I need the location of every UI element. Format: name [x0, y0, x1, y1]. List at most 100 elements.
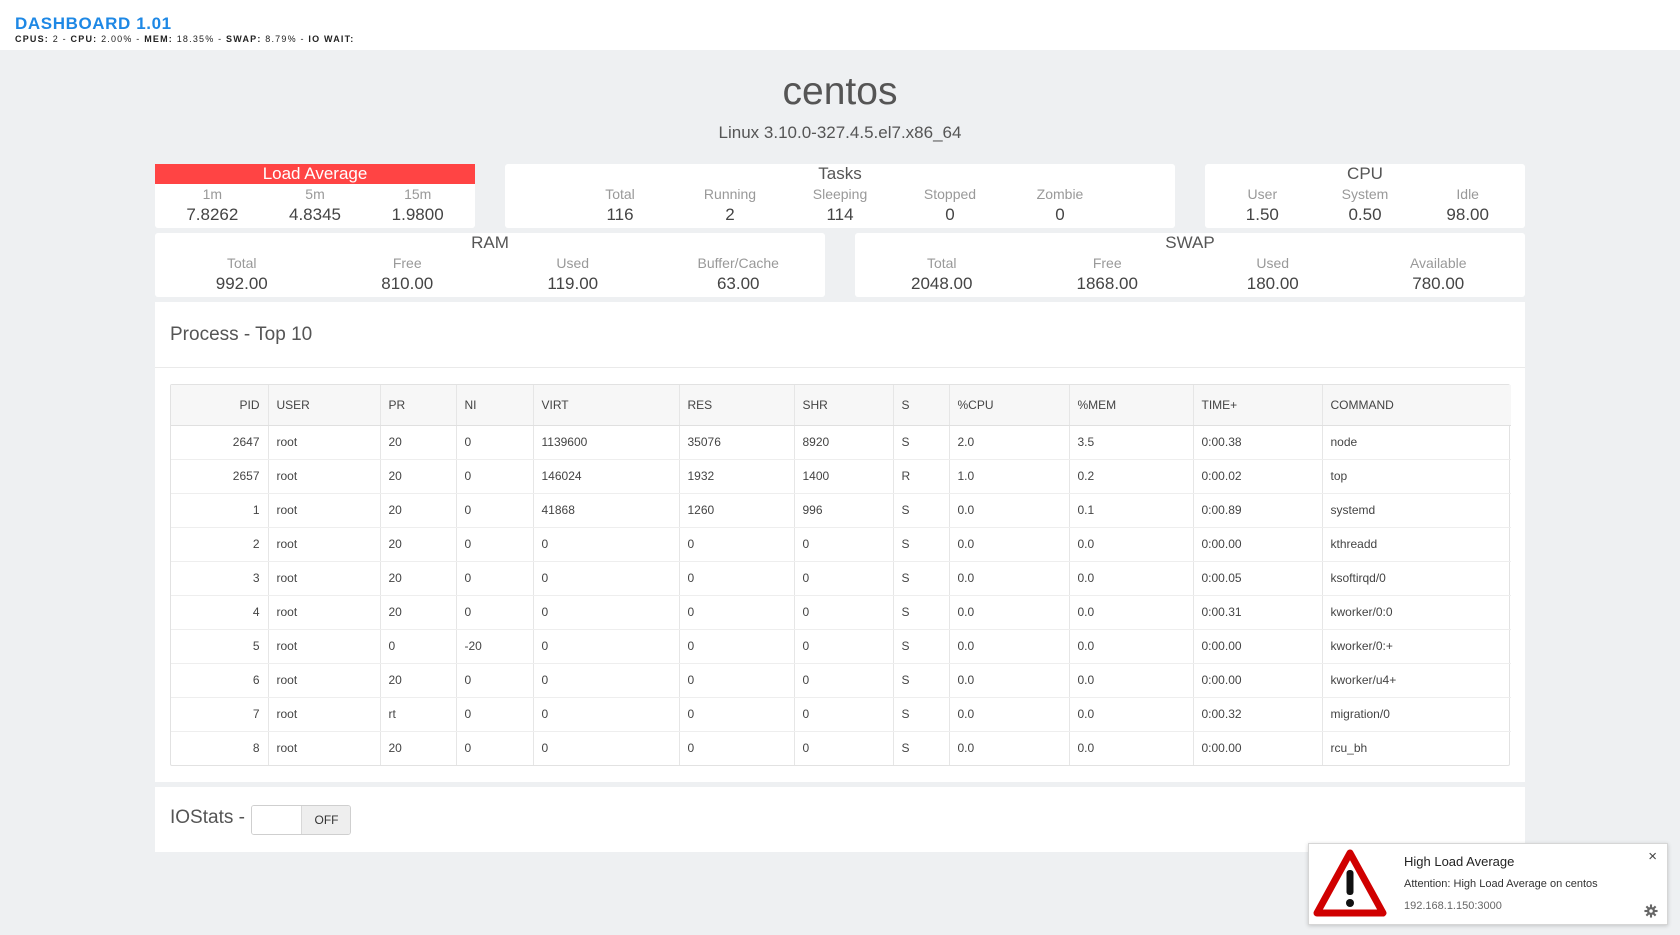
- table-cell: 20: [380, 595, 457, 630]
- table-cell: 0.0: [949, 595, 1070, 630]
- column-header-time[interactable]: TIME+: [1193, 385, 1323, 426]
- swap-value: 8.79%: [265, 34, 297, 44]
- table-cell: 20: [380, 425, 457, 460]
- table-cell: S: [893, 731, 950, 765]
- table-cell: 0: [456, 663, 534, 698]
- table-cell: 0.0: [1069, 731, 1194, 765]
- table-cell: R: [893, 459, 950, 494]
- column-header-shr[interactable]: SHR: [794, 385, 894, 426]
- close-icon[interactable]: ×: [1648, 848, 1657, 865]
- column-header-virt[interactable]: VIRT: [533, 385, 680, 426]
- dashboard-title[interactable]: DASHBOARD 1.01: [15, 14, 172, 33]
- table-cell: 3.5: [1069, 425, 1194, 460]
- table-cell: 0: [456, 493, 534, 528]
- column-header-ni[interactable]: NI: [456, 385, 534, 426]
- toggle-state-label: OFF: [302, 806, 350, 834]
- table-cell: 2: [171, 527, 269, 562]
- table-cell: 0.0: [949, 561, 1070, 596]
- table-cell: root: [268, 731, 381, 765]
- table-cell: 20: [380, 731, 457, 765]
- ram-free: Free 810.00: [381, 255, 434, 293]
- swap-title: SWAP: [1165, 233, 1215, 252]
- table-cell: S: [893, 663, 950, 698]
- table-cell: 0: [794, 663, 894, 698]
- table-cell: 0: [533, 595, 680, 630]
- table-cell: 0: [456, 527, 534, 562]
- iostats-toggle[interactable]: OFF: [251, 805, 351, 835]
- cpu-idle: Idle 98.00: [1446, 186, 1489, 224]
- table-cell: 0: [533, 731, 680, 765]
- table-cell: 0: [533, 663, 680, 698]
- warning-triangle-icon: [1313, 849, 1387, 917]
- ram-buffer-cache: Buffer/Cache 63.00: [697, 255, 779, 293]
- table-cell: 0:00.00: [1193, 629, 1323, 664]
- iostats-title: IOStats -: [170, 807, 245, 828]
- table-cell: 0:00.32: [1193, 697, 1323, 732]
- table-cell: 0.2: [1069, 459, 1194, 494]
- table-cell: 20: [380, 493, 457, 528]
- cpu-title: CPU: [1347, 164, 1383, 183]
- table-cell: 0.0: [1069, 629, 1194, 664]
- table-cell: 0:00.00: [1193, 527, 1323, 562]
- table-cell: 0.0: [949, 731, 1070, 765]
- swap-used: Used 180.00: [1246, 255, 1299, 293]
- table-cell: 0.0: [949, 663, 1070, 698]
- table-cell: 4: [171, 595, 269, 630]
- column-header-s[interactable]: S: [893, 385, 950, 426]
- table-cell: 0: [380, 629, 457, 664]
- toggle-knob[interactable]: [252, 806, 302, 834]
- table-cell: S: [893, 629, 950, 664]
- table-cell: rcu_bh: [1330, 741, 1368, 756]
- table-cell: 0: [533, 527, 680, 562]
- tasks-zombie: Zombie 0: [1036, 186, 1084, 224]
- column-header-user[interactable]: USER: [268, 385, 381, 426]
- load-average-title: Load Average: [155, 164, 475, 184]
- table-cell: 0.0: [949, 527, 1070, 562]
- column-header-res[interactable]: RES: [679, 385, 795, 426]
- notification-source: 192.168.1.150:3000: [1404, 900, 1502, 912]
- table-cell: 0: [794, 629, 894, 664]
- table-cell: 0: [794, 697, 894, 732]
- cpu-user: User 1.50: [1245, 186, 1279, 224]
- table-row: 4 root 20 0 0 0 0 S 0.0 0.0 0:00.31 kworker/0:0: [171, 595, 1511, 630]
- gear-icon[interactable]: [1644, 904, 1658, 918]
- table-row: 2657 root 20 0 146024 1932 1400 R 1.0 0.2 0:00.02 t…: [171, 459, 1511, 494]
- table-cell: 0: [533, 561, 680, 596]
- table-cell: 1.0: [949, 459, 1070, 494]
- table-cell: 0: [456, 595, 534, 630]
- table-cell: 0:00.05: [1193, 561, 1323, 596]
- table-cell: 1400: [794, 459, 894, 494]
- table-cell: 0:00.89: [1193, 493, 1323, 528]
- table-cell: kthreadd: [1322, 527, 1511, 562]
- notification-message: Attention: High Load Average on centos: [1404, 878, 1598, 890]
- table-cell: root: [268, 493, 381, 528]
- tasks-running: Running 2: [703, 186, 757, 224]
- table-cell: root: [268, 459, 381, 494]
- table-cell: 0: [456, 459, 534, 494]
- column-header-pid[interactable]: PID: [171, 385, 269, 426]
- table-cell: 0: [679, 527, 795, 562]
- table-cell: 0: [533, 697, 680, 732]
- table-row: 8 root 20 0 0 0 0 S 0.0 0.0 0:00.00 rcu_bh: [171, 731, 1511, 765]
- cpu-system: System 0.50: [1341, 186, 1389, 224]
- table-cell: 0.0: [1069, 697, 1194, 732]
- table-cell: 0.0: [1069, 595, 1194, 630]
- tasks-title: Tasks: [818, 164, 862, 183]
- table-cell: root: [268, 595, 381, 630]
- iostats-panel: IOStats - OFF: [155, 787, 1525, 852]
- table-cell: 20: [380, 459, 457, 494]
- table-cell: 8: [171, 731, 269, 765]
- table-cell: 2.0: [949, 425, 1070, 460]
- table-row: 5 root 0 -20 0 0 0 S 0.0 0.0 0:00.00 kworker/0:+: [171, 629, 1511, 664]
- table-cell: 0:00.02: [1193, 459, 1323, 494]
- column-header-cpu[interactable]: %CPU: [949, 385, 1070, 426]
- table-cell: 0: [456, 731, 534, 765]
- high-load-notification[interactable]: High Load Average Attention: High Load A…: [1308, 843, 1668, 925]
- column-header-mem[interactable]: %MEM: [1069, 385, 1194, 426]
- ram-card: RAM Total 992.00 Free 810.00 Used 119.00 Bu…: [155, 233, 825, 297]
- table-cell: S: [893, 595, 950, 630]
- load-average-card: Load Average 1m 7.8262 5m 4.8345 15m 1.9800: [155, 164, 475, 228]
- column-header-pr[interactable]: PR: [380, 385, 457, 426]
- column-header-command[interactable]: COMMAND: [1322, 385, 1511, 426]
- load-5m: 5m 4.8345: [289, 186, 341, 224]
